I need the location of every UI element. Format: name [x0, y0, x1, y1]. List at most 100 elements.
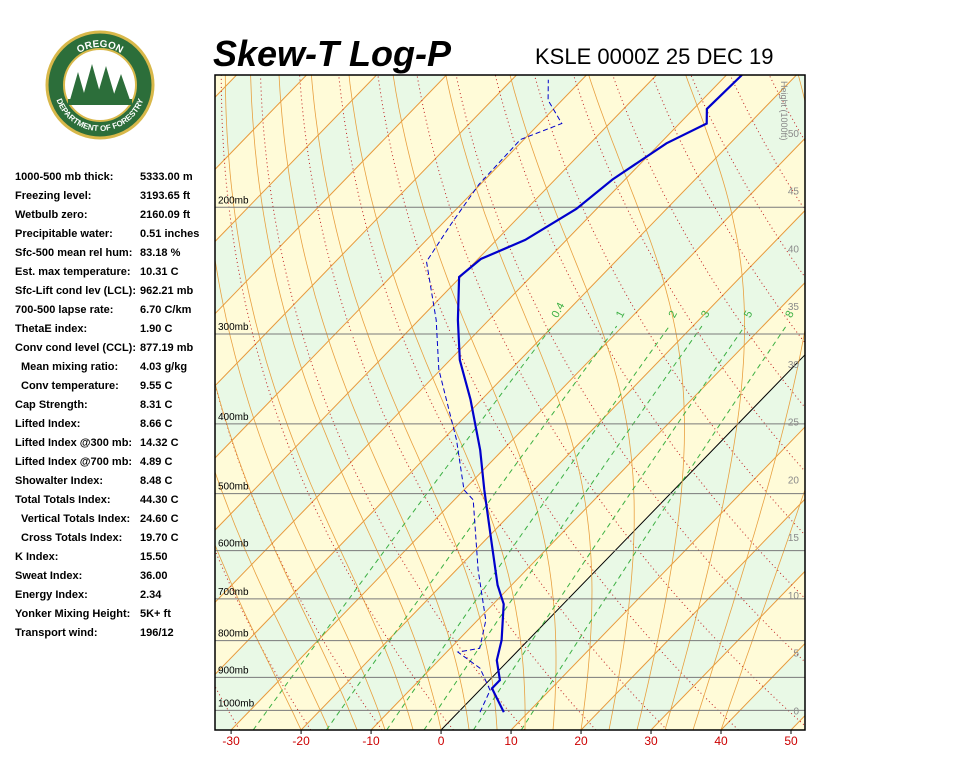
index-label: ThetaE index: [15, 323, 87, 335]
index-label: Vertical Totals Index: [21, 513, 130, 525]
index-value: 8.48 C [140, 475, 172, 487]
x-tick-label: -10 [362, 734, 380, 748]
logo-top: OREGON [75, 39, 125, 56]
moist-adiabat [664, 75, 745, 730]
pressure-label: 400mb [218, 412, 249, 423]
index-label: Lifted Index @700 mb: [15, 456, 132, 468]
isotherm [215, 75, 517, 387]
temperature-band [791, 715, 805, 730]
indices-panel: 1000-500 mb thick: 5333.00 m Freezing leve… [15, 171, 199, 639]
dewpoint-trace [425, 79, 563, 713]
isotherm [440, 354, 805, 730]
moist-adiabat [215, 470, 330, 730]
height-tick-label: 0 [793, 706, 799, 717]
index-label: Sfc-Lift cond lev (LCL): [15, 285, 136, 297]
dry-adiabat [455, 75, 805, 663]
moist-adiabat [278, 75, 470, 730]
index-value: 15.50 [140, 551, 168, 563]
height-tick-label: 5 [793, 649, 799, 660]
isotherm [861, 75, 960, 730]
pressure-label: 600mb [218, 539, 249, 550]
isotherm [215, 75, 587, 459]
height-tick-label: 50 [788, 129, 800, 140]
mixing-ratio-label: 1 [614, 309, 627, 320]
chart-title: Skew-T Log-P [213, 33, 452, 74]
isotherm [790, 714, 805, 730]
logo-top-text: OREGON [75, 39, 125, 56]
moist-adiabat [348, 75, 526, 730]
mixing-ratio-label: 5 [742, 309, 755, 320]
moist-adiabat [392, 75, 557, 730]
mixing-ratio-label: 8 [783, 309, 796, 320]
index-label: Energy Index: [15, 589, 88, 601]
plot-background [215, 75, 960, 730]
dry-adiabat [848, 75, 960, 730]
index-label: Lifted Index: [15, 418, 80, 430]
index-label: Sfc-500 mean rel hum: [15, 247, 132, 259]
isotherm [370, 281, 805, 730]
dry-adiabat [612, 75, 805, 409]
index-label: Sweat Index: [15, 570, 82, 582]
isotherm [215, 75, 447, 315]
x-tick-label: -20 [292, 734, 310, 748]
temperature-trace [456, 75, 743, 713]
mixing-ratio-label: 2 [667, 309, 680, 320]
index-label: Showalter Index: [15, 475, 103, 487]
temperature-band [215, 75, 805, 730]
isotherm [580, 498, 805, 730]
moist-adiabat [215, 256, 386, 730]
index-value: 4.89 C [140, 456, 172, 468]
logo: OREGON DEPARTMENT OF FORESTRY [45, 30, 155, 140]
pressure-label: 300mb [218, 322, 249, 333]
index-label: 700-500 lapse rate: [15, 304, 113, 316]
index-label: Mean mixing ratio: [21, 361, 118, 373]
x-tick-label: 10 [504, 734, 518, 748]
mixing-ratio-line [252, 325, 553, 730]
mixing-ratio-line [386, 325, 670, 730]
index-value: 8.31 C [140, 399, 172, 411]
moist-adiabat [588, 75, 685, 730]
moist-adiabat [224, 75, 414, 730]
dry-adiabat [651, 75, 805, 344]
height-tick-label: 15 [788, 533, 800, 544]
moist-adiabat [215, 381, 358, 730]
x-tick-label: 50 [784, 734, 798, 748]
index-label: Transport wind: [15, 627, 98, 639]
index-value: 962.21 mb [140, 285, 193, 297]
index-value: 44.30 C [140, 494, 179, 506]
height-axis-label: Height (1000ft) [779, 81, 789, 141]
x-tick-label: 20 [574, 734, 588, 748]
dry-adiabat [808, 75, 960, 730]
dry-adiabat [926, 75, 960, 730]
index-label: Conv cond level (CCL): [15, 342, 136, 354]
index-label: K Index: [15, 551, 58, 563]
index-label: Lifted Index @300 mb: [15, 437, 132, 449]
height-tick-label: 30 [788, 360, 800, 371]
mixing-ratio-label: 3 [699, 309, 712, 320]
index-value: 1.90 C [140, 323, 172, 335]
index-label: Total Totals Index: [15, 494, 111, 506]
moist-adiabat [311, 75, 498, 730]
index-value: 0.51 inches [140, 228, 199, 240]
height-tick-label: 40 [788, 244, 800, 255]
height-tick-label: 10 [788, 591, 800, 602]
isotherm [650, 570, 805, 730]
isotherm [931, 75, 960, 730]
index-label: Precipitable water: [15, 228, 113, 240]
height-tick-label: 35 [788, 302, 800, 313]
moist-adiabat [720, 488, 805, 730]
temperature-band [861, 75, 960, 730]
index-value: 4.03 g/kg [140, 361, 187, 373]
dry-adiabat [377, 75, 739, 730]
moist-adiabat [215, 543, 302, 730]
index-value: 5333.00 m [140, 171, 193, 183]
index-value: 2160.09 ft [140, 209, 190, 221]
pressure-label: 700mb [218, 587, 249, 598]
dry-adiabat [887, 75, 960, 730]
x-tick-label: -30 [222, 734, 240, 748]
height-tick-label: 20 [788, 475, 800, 486]
index-value: 6.70 C/km [140, 304, 192, 316]
moist-adiabat [509, 75, 635, 730]
